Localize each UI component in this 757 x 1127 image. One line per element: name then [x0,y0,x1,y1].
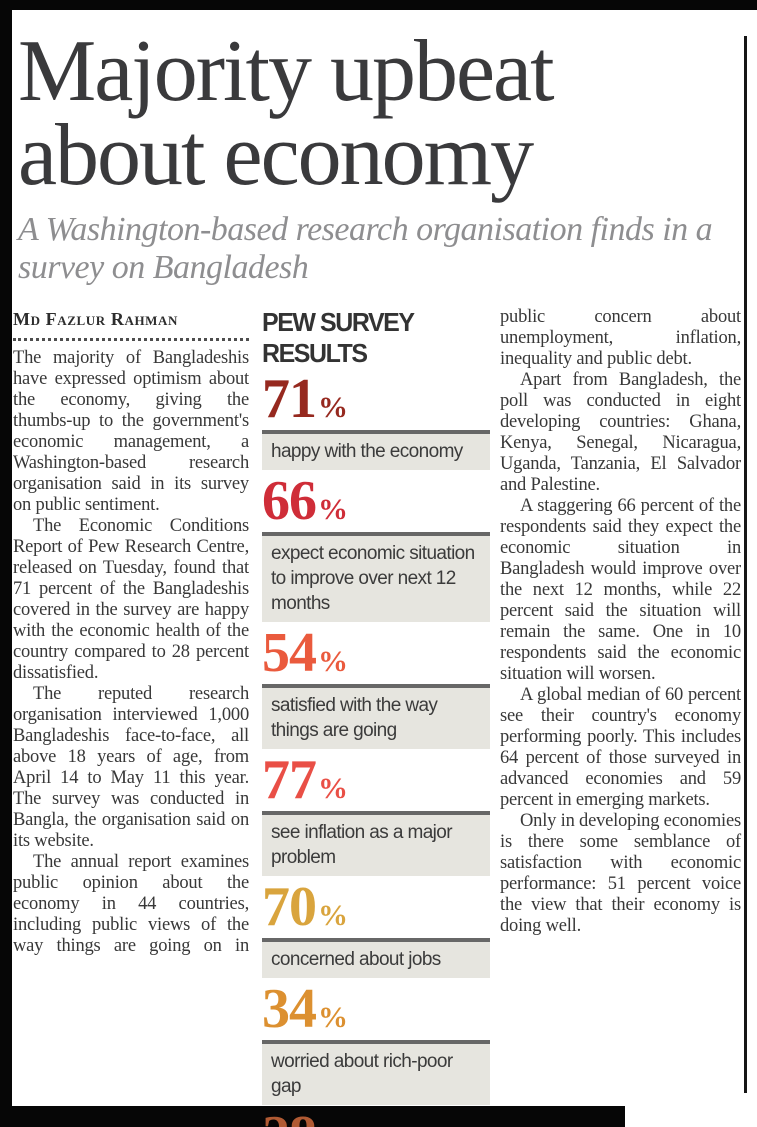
stat-divider-bar [262,430,490,435]
left-column-text: The majority of Bangladeshis have expres… [13,348,249,957]
stat-label: worried about rich-poor gap [262,1044,490,1106]
paragraph: A global median of 60 percent see their … [500,685,741,811]
paragraph: The Economic Conditions Report of Pew Re… [13,516,249,684]
stat-label: expect economic situation to improve ove… [262,536,490,623]
stat-divider-bar [262,938,490,943]
survey-stat: 71% happy with the economy [262,371,490,471]
survey-stat: 28% concerned about public debt [262,1108,490,1127]
stat-value: 66% [262,473,490,532]
percent-sign: % [318,391,348,425]
stat-divider-bar [262,532,490,537]
byline: Md Fazlur Rahman [13,309,179,330]
article: Majority upbeat about economy A Washingt… [13,10,743,1127]
survey-stat: 54% satisfied with the way things are go… [262,625,490,750]
page-edge-left [0,0,12,1108]
stat-label: see inflation as a major problem [262,815,490,877]
percent-sign: % [318,772,348,806]
stat-number: 34 [262,978,317,1041]
percent-sign: % [318,899,348,933]
stat-number: 66 [262,470,317,533]
stat-label: satisfied with the way things are going [262,688,490,750]
page-edge-top [0,0,757,10]
paragraph: The reputed research organisation interv… [13,684,249,852]
percent-sign: % [318,493,348,527]
paragraph: A staggering 66 percent of the responden… [500,496,741,685]
stat-value: 77% [262,752,490,811]
stat-number: 70 [262,876,317,939]
stat-divider-bar [262,684,490,689]
column-rule-right [744,36,747,1093]
stat-value: 71% [262,371,490,430]
article-subtitle: A Washington-based research organisation… [18,211,713,287]
infographic-title: PEW SURVEY RESULTS [262,307,415,369]
survey-stat-list: 71% happy with the economy 66% expect ec… [262,371,490,1127]
stat-divider-bar [262,811,490,816]
stat-value: 70% [262,879,490,938]
pew-survey-infographic: PEW SURVEY RESULTS 71% happy with the ec… [262,307,490,1127]
stat-label: concerned about jobs [262,942,490,979]
survey-stat: 66% expect economic situation to improve… [262,473,490,623]
survey-stat: 77% see inflation as a major problem [262,752,490,877]
stat-number: 77 [262,749,317,812]
article-columns: Md Fazlur Rahman The majority of Banglad… [13,307,743,1127]
survey-stat: 70% concerned about jobs [262,879,490,979]
byline-divider [13,336,249,342]
paragraph: The annual report examines public opinio… [13,852,249,957]
percent-sign: % [318,1001,348,1035]
paragraph: Apart from Bangladesh, the poll was cond… [500,370,741,496]
article-headline: Majority upbeat about economy [18,23,555,204]
paragraph: Only in developing economies is there so… [500,811,741,937]
stat-label: happy with the economy [262,434,490,471]
stat-number: 71 [262,368,317,431]
right-column: public concern about unemployment, infla… [500,307,741,1127]
stat-value: 54% [262,625,490,684]
stat-number: 54 [262,622,317,685]
stat-value: 34% [262,981,490,1040]
left-column: Md Fazlur Rahman The majority of Banglad… [13,307,249,1127]
stat-divider-bar [262,1040,490,1045]
stat-value: 28% [262,1108,490,1127]
survey-stat: 34% worried about rich-poor gap [262,981,490,1106]
paragraph: The majority of Bangladeshis have expres… [13,348,249,516]
percent-sign: % [318,645,348,679]
page-edge-bottom [0,1106,625,1127]
stat-number: 28 [262,1105,317,1127]
right-column-text: public concern about unemployment, infla… [500,307,741,937]
paragraph: public concern about unemployment, infla… [500,307,741,370]
